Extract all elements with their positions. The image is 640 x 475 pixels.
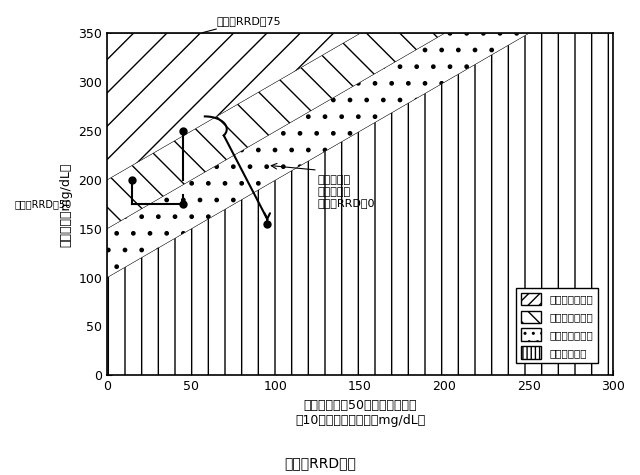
Polygon shape (107, 33, 613, 375)
Polygon shape (107, 33, 444, 229)
Text: 高血糖RRDの例: 高血糖RRDの例 (284, 456, 356, 470)
Y-axis label: メジアン（mg/dL）: メジアン（mg/dL） (60, 162, 73, 247)
Text: 低血糖RRD＝75: 低血糖RRD＝75 (202, 16, 281, 33)
Legend: 低血糖リスク高, 低血糖リスク中, 低血糖リスク低, ターゲット内: 低血糖リスク高, 低血糖リスク中, 低血糖リスク低, ターゲット内 (516, 288, 598, 363)
Text: 低血糖RRD＝50: 低血糖RRD＝50 (14, 200, 72, 209)
Text: 負であり、
したがって
高血糖RRD＝0: 負であり、 したがって 高血糖RRD＝0 (318, 175, 375, 208)
X-axis label: 低範囲変動、50パーセンタイル
－10パーセンタイル（mg/dL）: 低範囲変動、50パーセンタイル －10パーセンタイル（mg/dL） (295, 399, 425, 427)
Polygon shape (107, 33, 529, 277)
Polygon shape (107, 33, 359, 180)
